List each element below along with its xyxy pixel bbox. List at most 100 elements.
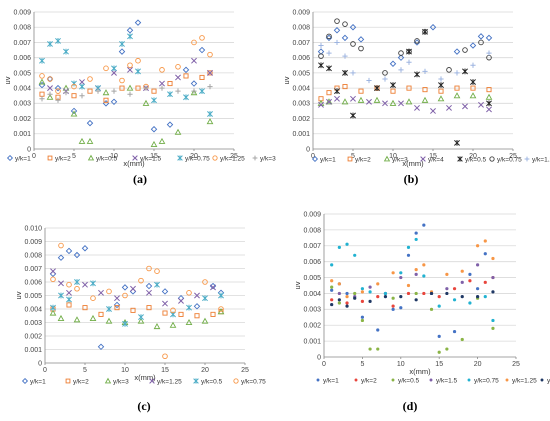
data-point	[462, 47, 468, 53]
data-point	[127, 62, 133, 69]
y-axis-label: uv	[293, 281, 302, 289]
data-point	[478, 39, 484, 46]
data-point	[138, 277, 144, 284]
data-point	[127, 91, 133, 97]
data-point	[58, 292, 64, 299]
data-point	[360, 287, 364, 291]
data-point	[460, 280, 464, 284]
data-point	[460, 337, 464, 342]
data-point	[193, 303, 201, 310]
x-tick-label: 10	[121, 367, 129, 374]
legend-marker	[65, 378, 71, 384]
data-point	[39, 91, 45, 97]
data-point	[121, 284, 129, 291]
legend-label: y/k=2	[355, 156, 371, 163]
data-point	[87, 76, 93, 82]
data-point	[358, 45, 364, 52]
data-point	[337, 298, 341, 302]
data-point	[63, 90, 69, 96]
data-point	[453, 48, 461, 55]
data-point	[430, 107, 436, 114]
data-point	[135, 68, 141, 75]
panel-label: (c)	[137, 399, 150, 413]
data-point	[207, 69, 213, 76]
data-point	[95, 88, 101, 94]
series-y/k=1.25	[330, 239, 495, 299]
data-point	[485, 34, 493, 42]
legend-marker	[6, 154, 14, 162]
x-tick-label: 5	[72, 153, 76, 160]
x-tick-label: 25	[230, 153, 238, 160]
chart-panel-3: 0 0.001 0.002 0.003 0.004 0.005 0.006 0.007 0.00…	[14, 225, 266, 413]
x-tick-label: 15	[429, 153, 437, 160]
data-point	[414, 38, 420, 44]
data-point	[330, 288, 334, 292]
data-point	[175, 74, 181, 81]
data-point	[326, 98, 332, 105]
data-point	[414, 291, 418, 296]
data-point	[405, 98, 413, 105]
series-y/k=0.75	[330, 237, 495, 323]
y-tick-label: 0	[27, 146, 31, 153]
data-point	[185, 318, 193, 326]
data-point	[391, 271, 395, 275]
x-tick-label: 0	[311, 153, 315, 160]
legend-label: y/k=1.5	[436, 377, 458, 384]
data-point	[90, 295, 96, 301]
legend-marker	[177, 155, 183, 161]
data-point	[146, 289, 152, 296]
data-point	[397, 54, 405, 61]
y-tick-label: 0.005	[303, 275, 321, 282]
data-point	[82, 281, 88, 288]
data-point	[445, 291, 449, 296]
data-point	[218, 306, 224, 312]
data-point	[89, 314, 97, 321]
data-point	[429, 291, 434, 296]
x-tick-label: 5	[360, 361, 364, 368]
data-point	[79, 79, 85, 85]
y-tick-label: 0.007	[303, 243, 321, 250]
legend-label: y/k=0.75	[185, 155, 210, 162]
data-point	[366, 77, 372, 84]
data-point	[55, 37, 61, 44]
data-point	[46, 93, 54, 100]
data-point	[345, 304, 349, 308]
data-point	[90, 280, 96, 287]
data-point	[342, 69, 348, 76]
data-point	[368, 347, 372, 351]
data-point	[118, 48, 126, 55]
data-point	[429, 23, 437, 31]
data-point	[122, 292, 128, 299]
data-point	[413, 39, 421, 46]
y-tick-label: 0.007	[13, 40, 31, 47]
y-tick-label: 0.009	[24, 239, 42, 246]
y-tick-label: 0.004	[292, 86, 310, 93]
data-point	[167, 91, 173, 98]
data-point	[106, 306, 112, 312]
data-point	[114, 305, 120, 311]
data-point	[183, 94, 189, 101]
data-point	[422, 87, 428, 93]
data-point	[190, 80, 198, 87]
x-tick-label: 10	[110, 153, 118, 160]
data-point	[350, 95, 356, 102]
data-point	[422, 291, 426, 296]
data-point	[82, 305, 88, 311]
data-point	[476, 263, 480, 267]
data-point	[454, 139, 460, 146]
data-point	[170, 307, 176, 314]
y-tick-label: 0.001	[292, 131, 310, 138]
legend-marker	[420, 156, 426, 162]
y-tick-label: 0.009	[292, 9, 310, 16]
data-point	[468, 301, 472, 305]
y-tick-label: 0.003	[24, 320, 42, 327]
data-point	[202, 279, 208, 285]
data-point	[406, 283, 411, 288]
data-point	[162, 300, 168, 307]
data-point	[98, 311, 104, 317]
data-point	[54, 84, 62, 92]
y-tick-label: 0.008	[13, 25, 31, 32]
data-point	[191, 88, 197, 94]
data-point	[65, 247, 73, 255]
legend-marker	[467, 378, 471, 382]
